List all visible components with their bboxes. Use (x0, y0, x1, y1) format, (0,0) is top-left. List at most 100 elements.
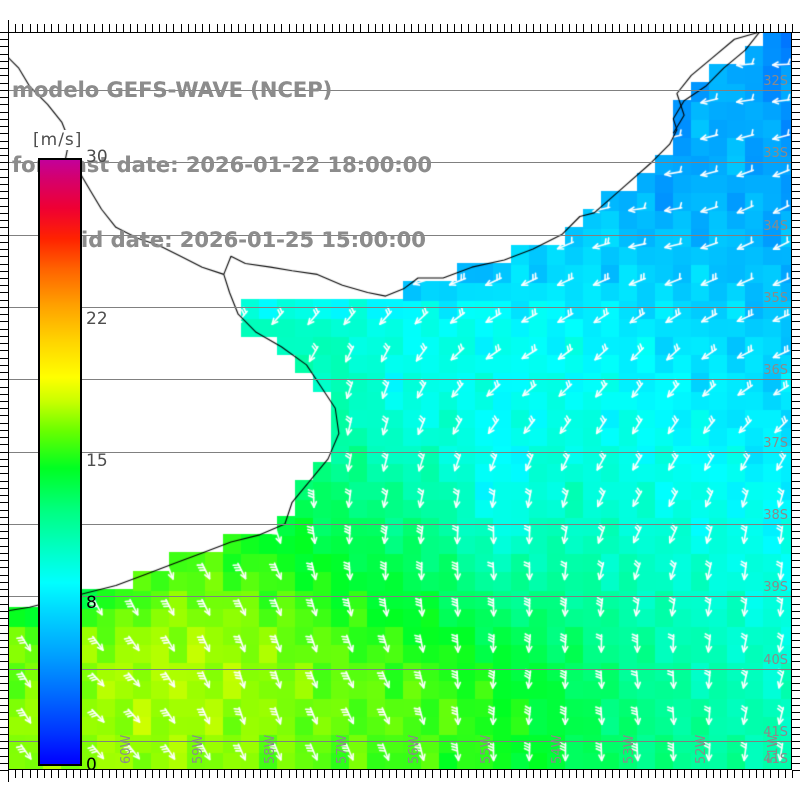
graticule-parallel (8, 90, 792, 91)
axis-tick-left (0, 582, 8, 583)
axis-tick-bottom (375, 770, 376, 778)
axis-tick-left (0, 444, 8, 445)
axis-tick-bottom (238, 770, 239, 778)
longitude-tick-label: 52W (694, 734, 710, 764)
axis-tick-right (792, 133, 800, 134)
axis-tick-left (0, 162, 8, 163)
axis-tick-top (540, 24, 541, 32)
latitude-tick-label-corner: 41S (763, 752, 788, 767)
axis-tick-top (317, 24, 318, 32)
axis-tick-top (360, 24, 361, 32)
axis-tick-top (238, 24, 239, 32)
axis-tick-bottom (22, 770, 23, 778)
axis-tick-top (181, 24, 182, 32)
axis-tick-top (655, 24, 656, 32)
axis-tick-bottom (533, 770, 534, 778)
axis-tick-bottom (497, 770, 498, 778)
graticule-parallel (8, 524, 792, 525)
axis-tick-bottom (159, 770, 160, 778)
axis-tick-bottom (540, 770, 541, 778)
axis-tick-bottom (195, 770, 196, 778)
axis-tick-left (0, 141, 8, 142)
axis-tick-right (792, 148, 800, 149)
axis-tick-right (792, 46, 800, 47)
axis-tick-top (627, 24, 628, 32)
axis-tick-right (792, 560, 800, 561)
axis-tick-left (0, 560, 8, 561)
axis-tick-top (173, 24, 174, 32)
axis-tick-bottom (454, 770, 455, 778)
axis-tick-left (0, 633, 8, 634)
axis-tick-right (792, 770, 800, 771)
axis-tick-right (792, 169, 800, 170)
axis-tick-left (0, 452, 8, 453)
axis-tick-right (792, 466, 800, 467)
axis-tick-right (792, 415, 800, 416)
axis-tick-left (0, 669, 8, 670)
axis-tick-right (792, 387, 800, 388)
axis-tick-bottom (66, 770, 67, 778)
axis-tick-top (260, 24, 261, 32)
axis-tick-left (0, 343, 8, 344)
graticule-parallel (8, 452, 792, 453)
axis-tick-top (583, 24, 584, 32)
axis-tick-top (339, 24, 340, 32)
axis-tick-bottom (173, 770, 174, 778)
axis-tick-top (619, 24, 620, 32)
axis-tick-top (375, 24, 376, 32)
axis-tick-bottom (569, 770, 570, 778)
axis-tick-top (425, 24, 426, 32)
axis-tick-right (792, 510, 800, 511)
axis-tick-right (792, 669, 800, 670)
longitude-tick-label: 51W (766, 734, 782, 764)
graticule-parallel (8, 162, 792, 163)
axis-tick-top (137, 24, 138, 32)
axis-tick-top (58, 24, 59, 32)
axis-tick-right (792, 75, 800, 76)
axis-tick-top (303, 24, 304, 32)
axis-tick-left (0, 466, 8, 467)
axis-tick-top (677, 24, 678, 32)
axis-tick-top (447, 24, 448, 32)
axis-tick-top (109, 24, 110, 32)
axis-tick-top (440, 24, 441, 32)
axis-tick-right (792, 488, 800, 489)
axis-tick-right (792, 264, 800, 265)
axis-tick-left (0, 495, 8, 496)
axis-tick-left (0, 119, 8, 120)
axis-tick-bottom (94, 770, 95, 778)
axis-tick-bottom (576, 770, 577, 778)
axis-tick-right (792, 242, 800, 243)
axis-tick-right (792, 430, 800, 431)
axis-tick-top (698, 24, 699, 32)
axis-tick-left (0, 546, 8, 547)
axis-tick-left (0, 589, 8, 590)
axis-tick-left (0, 437, 8, 438)
latitude-tick-label: 34S (763, 218, 788, 234)
axis-tick-right (792, 452, 800, 453)
axis-tick-bottom (166, 770, 167, 778)
axis-tick-right (792, 155, 800, 156)
axis-tick-bottom (734, 770, 735, 778)
axis-tick-right (792, 343, 800, 344)
axis-tick-left (0, 488, 8, 489)
axis-tick-right (792, 589, 800, 590)
axis-tick-bottom (260, 770, 261, 778)
axis-tick-left (0, 756, 8, 757)
axis-tick-top (224, 24, 225, 32)
axis-tick-bottom (353, 770, 354, 778)
title-line-valid-date: valid date: 2026-01-25 15:00:00 (46, 228, 426, 252)
axis-tick-bottom (511, 770, 512, 778)
axis-tick-right (792, 763, 800, 764)
axis-tick-right (792, 546, 800, 547)
axis-tick-right (792, 61, 800, 62)
axis-tick-right (792, 394, 800, 395)
longitude-tick-label: 56W (406, 734, 422, 764)
axis-tick-bottom (274, 770, 275, 778)
axis-tick-right (792, 177, 800, 178)
axis-tick-top (368, 24, 369, 32)
axis-tick-bottom (785, 770, 786, 778)
axis-tick-right (792, 553, 800, 554)
axis-tick-left (0, 112, 8, 113)
axis-tick-top (296, 24, 297, 32)
